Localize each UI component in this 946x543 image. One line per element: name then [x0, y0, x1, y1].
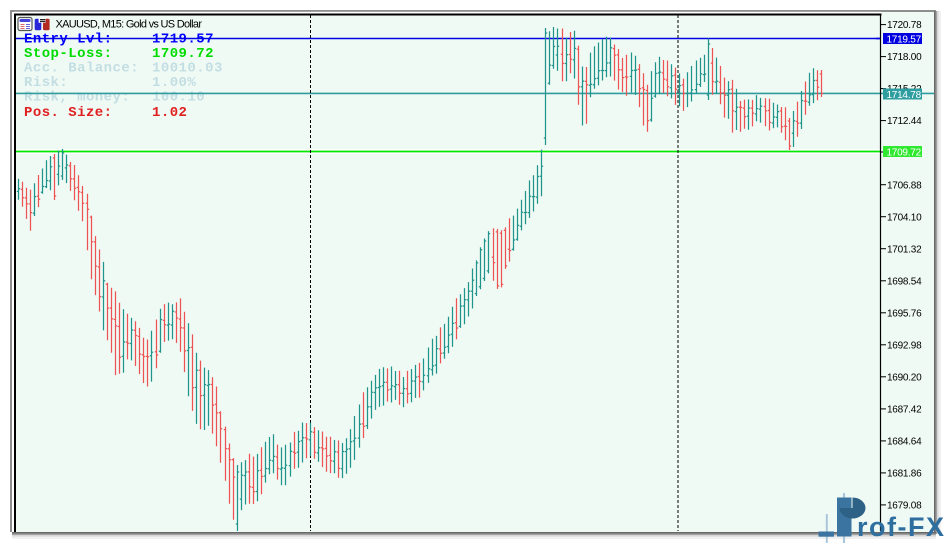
svg-text:1.00%: 1.00% [152, 75, 196, 91]
svg-text:1698.54: 1698.54 [887, 276, 922, 287]
svg-text:1690.20: 1690.20 [887, 372, 922, 383]
svg-text:1712.44: 1712.44 [887, 116, 922, 127]
svg-text:1684.64: 1684.64 [887, 437, 922, 448]
svg-text:1719.57: 1719.57 [152, 32, 214, 48]
svg-text:1687.42: 1687.42 [887, 405, 922, 416]
svg-text:1695.76: 1695.76 [887, 308, 922, 319]
svg-text:1.02: 1.02 [152, 105, 187, 121]
svg-text:1692.98: 1692.98 [887, 340, 922, 351]
svg-text:Acc. Balance:: Acc. Balance: [24, 61, 139, 77]
svg-text:Stop-Loss:: Stop-Loss: [24, 46, 113, 62]
svg-text:1714.78: 1714.78 [887, 90, 922, 101]
svg-text:10010.03: 10010.03 [152, 61, 223, 77]
svg-text:Pos. Size:: Pos. Size: [24, 105, 113, 121]
svg-text:1701.32: 1701.32 [887, 244, 922, 255]
svg-text:Risk, money:: Risk, money: [24, 90, 130, 106]
svg-text:100.10: 100.10 [152, 90, 205, 106]
svg-text:rof-FX: rof-FX [857, 512, 944, 542]
svg-text:1719.57: 1719.57 [887, 34, 922, 45]
svg-text:1706.88: 1706.88 [887, 180, 922, 191]
svg-text:1681.86: 1681.86 [887, 469, 922, 480]
svg-text:1679.08: 1679.08 [887, 501, 922, 512]
svg-text:Risk:: Risk: [24, 75, 68, 91]
svg-text:1720.78: 1720.78 [887, 20, 922, 31]
svg-text:Entry Lvl:: Entry Lvl: [24, 32, 113, 48]
svg-text:1704.10: 1704.10 [887, 212, 922, 223]
svg-text:1709.72: 1709.72 [152, 46, 214, 62]
svg-text:1709.72: 1709.72 [887, 147, 922, 158]
svg-text:XAUUSD, M15: Gold vs US Dolla: XAUUSD, M15: Gold vs US Dollar [56, 19, 203, 31]
svg-text:1718.00: 1718.00 [887, 52, 922, 63]
